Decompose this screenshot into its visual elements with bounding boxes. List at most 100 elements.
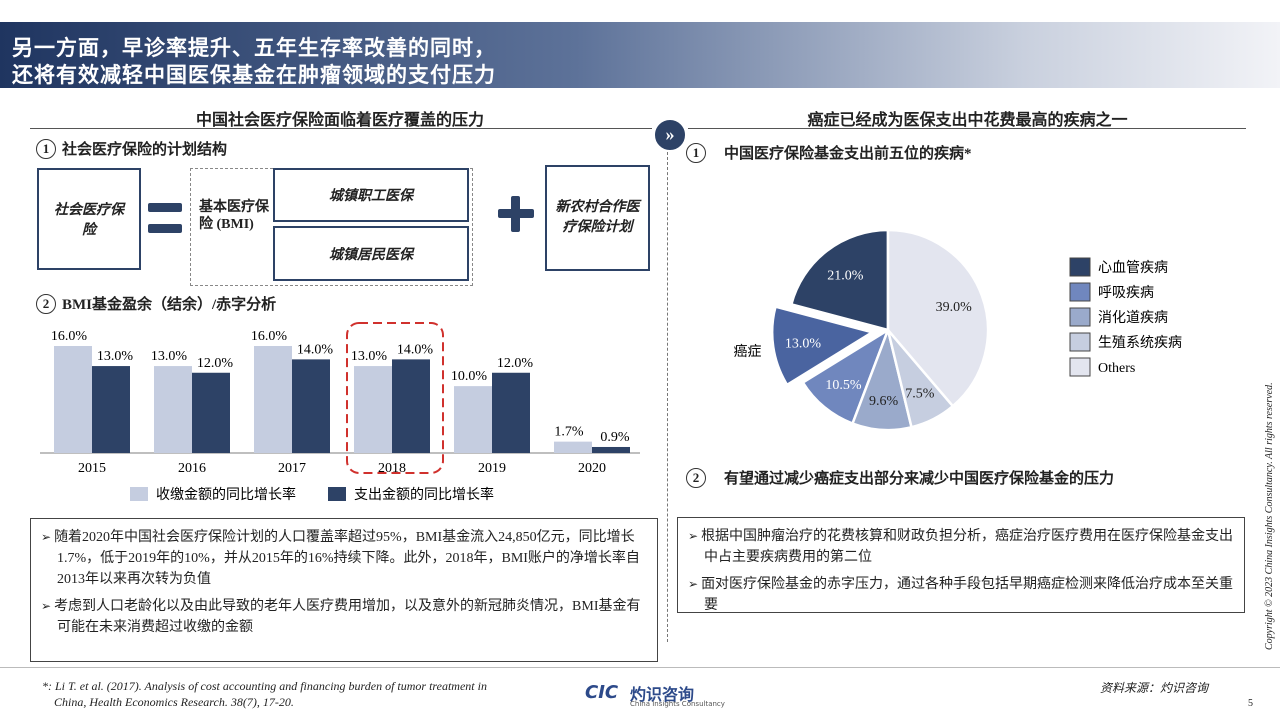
section-title: 2 有望通过减少癌症支出部分来减少中国医疗保险基金的压力 [686,467,1114,488]
right-heading: 癌症已经成为医保支出中花费最高的疾病之一 [807,112,1128,129]
x-tick-label: 2019 [478,461,506,476]
value-label: 7.5% [905,386,935,401]
x-tick-label: 2015 [78,461,106,476]
x-tick-label: 2017 [278,461,306,476]
equals-bar [148,203,182,212]
legend-swatch [1069,257,1091,277]
slice-label: 癌症 [734,344,762,360]
bar [292,359,330,453]
title-line: 另一方面，早诊率提升、五年生存率改善的同时， [12,36,496,60]
legend-label: Others [1098,361,1135,376]
logo-name: 灼识咨询 [630,687,695,704]
bar [354,366,392,453]
section-number: 1 [36,138,56,159]
bullet: 考虑到人口老龄化以及由此导致的老年人医疗费用增加，以及意外的新冠肺炎情况，BMI… [41,596,647,638]
bar [454,386,492,453]
logo-sub: China Insights Consultancy [630,700,725,708]
section-number: 2 [686,467,706,488]
value-label: 21.0% [827,269,864,284]
left-heading: 中国社会医疗保险面临着医疗覆盖的压力 [195,112,484,129]
equals-bar [148,224,182,233]
plus-bar [511,196,520,232]
bar [592,446,630,453]
legend-swatch [1069,307,1091,327]
rule [688,128,1246,129]
legend-label: 消化道疾病 [1098,310,1168,326]
value-label: 39.0% [936,300,973,315]
bullet: 随着2020年中国社会医疗保险计划的人口覆盖率超过95%，BMI基金流入24,8… [41,527,647,590]
legend-swatch [130,487,148,501]
bullet: 根据中国肿瘤治疗的花费核算和财政负担分析，癌症治疗医疗费用在医疗保险基金支出中占… [688,526,1234,568]
legend-label: 生殖系统疾病 [1098,334,1182,351]
section-title: 2 BMI基金盈余（结余）/赤字分析 [36,293,276,314]
legend-label: 呼吸疾病 [1098,285,1154,301]
footnote: *: Li T. et al. (2017). Analysis of cost… [42,679,487,693]
legend-label: 收缴金额的同比增长率 [156,486,296,503]
highlight-box [346,322,444,474]
diagram-box: 新农村合作医疗保险计划 [545,165,650,271]
copyright: Copyright © 2023 China Insights Consulta… [1264,382,1275,650]
section-number: 2 [36,293,56,314]
legend-swatch [1069,332,1091,352]
pie-slice [770,305,876,387]
bar [392,359,430,453]
bullet: 面对医疗保险基金的赤字压力，通过各种手段包括早期癌症检测来降低治疗成本至关重要 [688,574,1234,616]
value-label: 12.0% [497,356,534,371]
rule [30,128,652,129]
bar [154,366,192,453]
text-box: 随着2020年中国社会医疗保险计划的人口覆盖率超过95%，BMI基金流入24,8… [30,518,658,662]
bar [54,346,92,453]
x-tick-label: 2020 [578,461,606,476]
value-label: 12.0% [197,356,234,371]
legend-swatch [1069,282,1091,302]
section-text: 中国医疗保险基金支出前五位的疾病* [724,146,972,162]
bar-chart: 2015 16.0% 13.0% 2016 13.0% 12.0% 2017 16.0% 14.… [40,322,640,503]
diagram-box: 社会医疗保险 [37,168,141,270]
logo-mark: CIC [585,682,619,703]
bar [492,372,530,453]
text-box: 根据中国肿瘤治疗的花费核算和财政负担分析，癌症治疗医疗费用在医疗保险基金支出中占… [677,517,1245,613]
arrow-icon: » [653,118,687,152]
diagram-box: 城镇职工医保 [273,168,469,222]
bmi-label: 基本医疗保险 (BMI) [199,200,269,232]
legend-swatch [1069,357,1091,377]
page-number: 5 [1248,698,1253,709]
value-label: 13.0% [97,349,134,364]
value-label: 16.0% [51,329,88,344]
source: 资料来源：灼识咨询 [1100,681,1209,695]
value-label: 9.6% [869,394,899,409]
legend-label: 支出金额的同比增长率 [354,486,494,503]
value-label: 13.0% [151,349,188,364]
value-label: 13.0% [785,337,822,352]
bar [192,372,230,453]
pie-slice [886,228,990,408]
header-band [0,22,1280,88]
diagram-box: 城镇居民医保 [273,226,469,281]
value-label: 14.0% [397,342,434,357]
section-text: 有望通过减少癌症支出部分来减少中国医疗保险基金的压力 [724,471,1115,487]
section-number: 1 [686,142,706,163]
footer-rule [0,667,1280,668]
bar [92,366,130,453]
x-tick-label: 2016 [178,461,206,476]
value-label: 14.0% [297,342,334,357]
value-label: 10.5% [825,378,862,393]
value-label: 16.0% [251,329,288,344]
bar [254,346,292,453]
footnote: China, Health Economics Research. 38(7),… [54,695,294,709]
section-title: 1 中国医疗保险基金支出前五位的疾病* [686,142,972,163]
value-label: 1.7% [554,425,584,440]
x-tick-label: 2018 [378,461,406,476]
section-text: 社会医疗保险的计划结构 [62,142,228,158]
divider [667,152,668,642]
value-label: 13.0% [351,349,388,364]
title-line: 还将有效减轻中国医保基金在肿瘤领域的支付压力 [12,63,496,87]
value-label: 0.9% [600,430,630,445]
pie-slice [789,228,890,332]
value-label: 10.0% [451,369,488,384]
section-text: BMI基金盈余（结余）/赤字分析 [62,297,277,313]
pie-chart: 21.0% 心血管疾病 13.0% 癌症 10.5% 呼吸疾病 9.6% 消化道疾病 7.5% 生… [734,228,1182,432]
bar [554,441,592,453]
legend-swatch [328,487,346,501]
